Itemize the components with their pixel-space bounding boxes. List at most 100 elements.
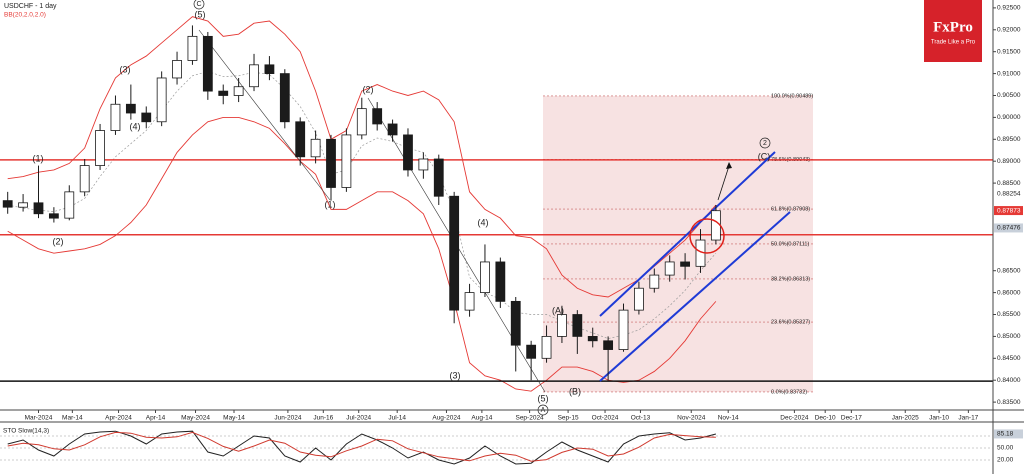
wave-label: (A) [552, 305, 564, 315]
candle-body [464, 292, 475, 311]
candle-body [480, 261, 490, 294]
candle-body [326, 138, 336, 188]
x-tick-label: Jun-2024 [274, 415, 301, 422]
x-tick-label: Dec-10 [815, 415, 836, 422]
price-marker [994, 223, 1023, 233]
logo-tagline: Trade Like a Pro [931, 40, 976, 46]
x-tick-label: Dec-2024 [780, 415, 809, 422]
x-tick-label: Mar-2024 [25, 415, 53, 422]
x-tick-label: Apr-14 [146, 415, 166, 422]
candle-body [418, 158, 429, 171]
wave-label: (1) [325, 199, 336, 209]
x-tick-label: Jul-14 [388, 415, 406, 422]
x-tick-label: Aug-14 [471, 415, 492, 422]
price-marker-label: 85.18 [997, 431, 1014, 438]
x-tick-label: May-14 [223, 415, 245, 422]
candle-body [202, 35, 213, 92]
candle-body [495, 261, 506, 302]
x-tick-label: Nov-14 [718, 415, 739, 422]
x-tick-label: May-2024 [181, 415, 210, 422]
candle-body [526, 344, 537, 359]
stoch-tick-label: 50.00 [997, 445, 1014, 452]
chart-title: USDCHF - 1 day [4, 3, 57, 10]
candle-body [433, 158, 444, 197]
candle-body [387, 123, 398, 136]
fib-label: 50.0%(0.87111) [771, 241, 809, 247]
x-tick-label: Nov-2024 [677, 415, 706, 422]
candle-body [141, 112, 152, 123]
bollinger-band [7, 116, 717, 392]
annotation-circle [759, 137, 771, 149]
candle-body [172, 60, 182, 79]
candle-body [680, 261, 690, 267]
wave-label: (4) [478, 217, 489, 227]
x-tick-label: Dec-17 [841, 415, 862, 422]
x-tick-label: Aug-2024 [432, 415, 461, 422]
candle-body [341, 134, 352, 188]
logo: FxPro Trade Like a Pro [924, 0, 982, 62]
candle-body [634, 287, 644, 311]
wave-line [198, 29, 331, 201]
candle-body [18, 202, 28, 208]
candle-body [587, 336, 598, 342]
candle-body [295, 121, 306, 158]
logo-brand: FxPro [933, 19, 973, 35]
stoch-line [7, 431, 716, 462]
price-marker-label: 0.88254 [997, 191, 1021, 198]
stoch-line [7, 430, 717, 465]
candle-body [403, 134, 413, 171]
candle-body [233, 86, 244, 96]
y-tick-label: 0.88500 [997, 180, 1021, 187]
wave-label: (3) [450, 370, 461, 380]
x-tick-label: Jan-17 [958, 415, 978, 422]
x-tick-label: Apr-2024 [105, 415, 132, 422]
stoch-tick-label: 20.00 [997, 457, 1014, 464]
candle-body [249, 64, 259, 88]
candle-body [618, 309, 629, 350]
candle-body [557, 314, 567, 337]
x-tick-label: Jan-10 [929, 415, 949, 422]
price-marker-label: 0.87873 [997, 207, 1021, 214]
wave-label: (B) [569, 386, 581, 396]
candle-body [310, 138, 321, 158]
candle-body [710, 210, 721, 241]
wave-label: 2 [763, 140, 767, 147]
candle-body [279, 73, 290, 123]
y-tick-label: 0.86000 [997, 289, 1021, 296]
bollinger-band [7, 71, 717, 339]
y-tick-label: 0.90000 [997, 114, 1021, 121]
channel-upper [599, 151, 776, 317]
wave-label: (5) [538, 393, 549, 403]
fib-label: 61.8%(0.87908) [771, 206, 810, 212]
channel-lower [599, 211, 791, 382]
target-arrow [717, 165, 730, 201]
candle-body [572, 314, 583, 337]
stoch-title: STO Slow(14,3) [3, 428, 49, 435]
wave-label: (2) [53, 236, 64, 246]
x-tick-label: Jul-2024 [346, 415, 371, 422]
wave-label: (C) [758, 151, 771, 161]
wave-label: (3) [120, 64, 131, 74]
candle-body [110, 103, 121, 131]
y-tick-label: 0.85000 [997, 333, 1021, 340]
candle-body [48, 213, 59, 219]
y-tick-label: 0.89500 [997, 136, 1021, 143]
price-marker [994, 429, 1023, 439]
fib-label: 38.2%(0.86313) [771, 276, 810, 282]
y-tick-label: 0.91500 [997, 48, 1021, 55]
candle-body [218, 90, 229, 96]
y-tick-label: 0.83500 [997, 399, 1021, 406]
y-tick-label: 0.89000 [997, 158, 1021, 165]
x-tick-label: Oct-2024 [592, 415, 619, 422]
candle-body [33, 202, 44, 215]
price-marker-label: 0.87476 [997, 225, 1021, 232]
wave-label: (2) [363, 84, 374, 94]
candle-body [541, 336, 552, 359]
x-tick-label: Oct-13 [631, 415, 651, 422]
wave-label: (1) [33, 153, 44, 163]
fib-label: 100.0%(0.90489) [771, 93, 813, 99]
y-tick-label: 0.84500 [997, 355, 1021, 362]
candle-body [95, 130, 105, 166]
